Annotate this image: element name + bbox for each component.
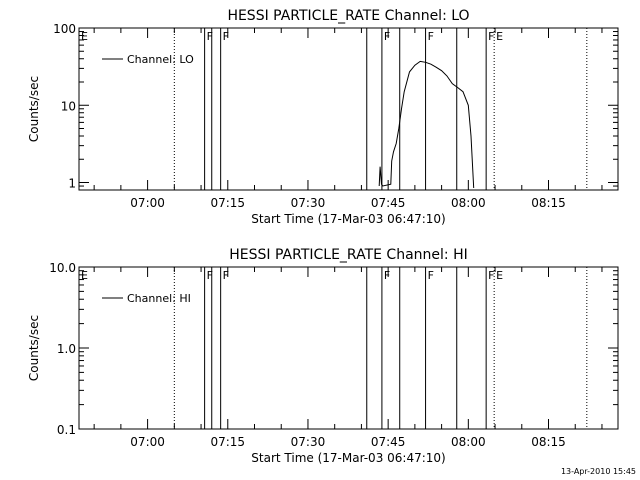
x-tick-label: 07:00 (130, 196, 165, 210)
y-tick-label: 10.0 (49, 261, 76, 275)
event-marker-label: F (384, 30, 390, 43)
x-tick-label: 08:00 (451, 196, 486, 210)
event-marker-label: F (223, 269, 229, 282)
x-tick-label: 07:15 (210, 435, 245, 449)
lo-channel-panel: HESSI PARTICLE_RATE Channel: LO Start Tim… (27, 8, 619, 226)
y-axis-label: Counts/sec (27, 315, 41, 381)
y-tick-label: 0.1 (57, 423, 76, 437)
event-marker-label: F (428, 30, 434, 43)
x-tick-label: 08:15 (531, 435, 566, 449)
event-marker-label: E (496, 269, 503, 282)
x-tick-label: 07:30 (291, 196, 326, 210)
x-tick-label: 07:45 (371, 196, 406, 210)
event-marker-label: F (488, 30, 494, 43)
event-marker-label: F (428, 269, 434, 282)
x-tick-label: 07:00 (130, 435, 165, 449)
legend-label: Channel: HI (127, 292, 191, 305)
y-tick-label: 100 (53, 22, 76, 36)
chart-title: HESSI PARTICLE_RATE Channel: HI (229, 247, 467, 263)
event-marker-label: F (384, 269, 390, 282)
hi-channel-panel: HESSI PARTICLE_RATE Channel: HI Start Tim… (27, 247, 619, 465)
legend-label: Channel: LO (127, 53, 194, 66)
chart-title: HESSI PARTICLE_RATE Channel: LO (227, 8, 469, 24)
x-tick-label: 07:30 (291, 435, 326, 449)
event-marker-label: E (81, 30, 88, 43)
event-marker-label: F (207, 269, 213, 282)
event-marker-label: E (81, 269, 88, 282)
y-tick-label: 1.0 (57, 342, 76, 356)
x-axis-label: Start Time (17-Mar-03 06:47:10) (251, 451, 445, 465)
x-tick-label: 07:45 (371, 435, 406, 449)
y-tick-label: 10 (61, 99, 76, 113)
event-marker-label: E (496, 30, 503, 43)
x-tick-label: 08:00 (451, 435, 486, 449)
y-axis-label: Counts/sec (27, 76, 41, 142)
x-tick-label: 07:15 (210, 196, 245, 210)
x-tick-label: 08:15 (531, 196, 566, 210)
x-axis-label: Start Time (17-Mar-03 06:47:10) (251, 212, 445, 226)
event-marker-label: F (207, 30, 213, 43)
event-marker-label: F (488, 269, 494, 282)
footer-timestamp: 13-Apr-2010 15:45 (561, 467, 636, 476)
series-line (378, 60, 475, 189)
y-tick-label: 1 (68, 177, 76, 191)
event-marker-label: F (223, 30, 229, 43)
